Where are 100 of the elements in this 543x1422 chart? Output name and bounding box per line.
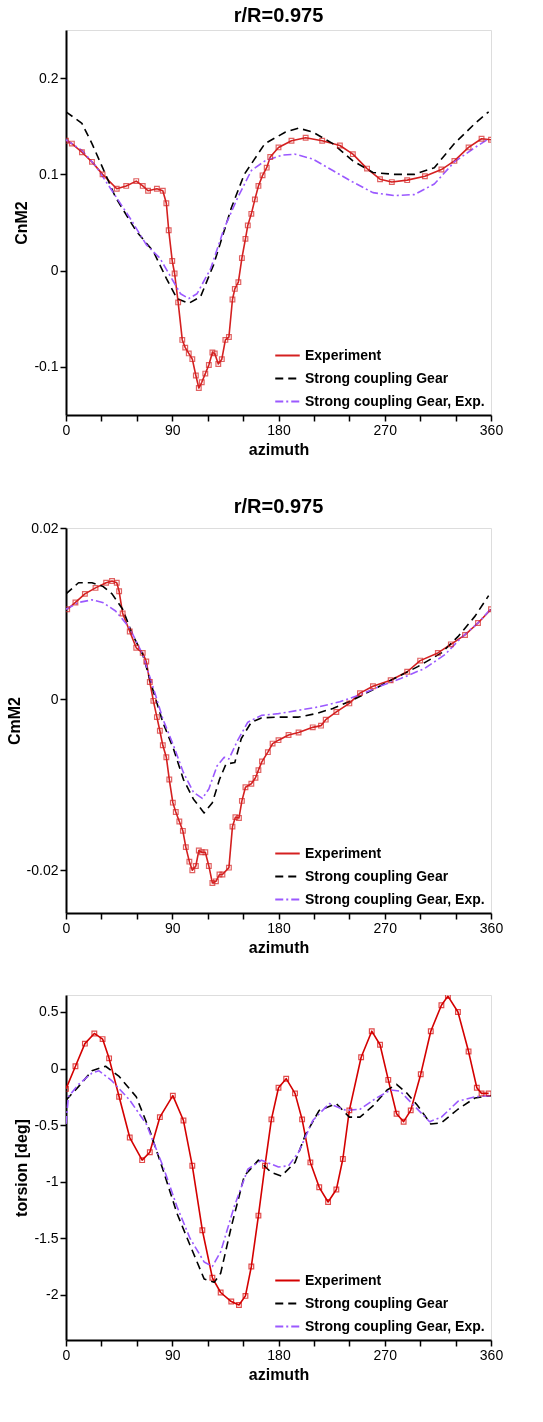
y-tick-label: -1 [46,1173,59,1190]
x-tick-label: 0 [62,1346,71,1363]
point [72,1063,79,1070]
point [268,1116,275,1123]
point [259,172,266,179]
x-tick-label: 180 [267,1346,291,1363]
point [248,210,255,217]
point [218,356,225,363]
legend-label: Strong coupling Gear, Exp. [305,890,485,907]
y-tick-label: -0.5 [34,1116,59,1133]
point [106,1055,113,1062]
point [400,1118,407,1125]
point [169,1092,176,1099]
point [478,135,485,142]
point [319,137,326,144]
legend-label: Experiment [305,844,382,861]
point [377,176,383,183]
point [417,1071,424,1078]
x-tick-label: 90 [164,1346,181,1363]
point [217,1289,224,1296]
point [139,182,146,189]
y-axis-title: CnM2 [13,201,31,245]
x-axis-title: azimuth [248,1365,310,1383]
point [438,1002,445,1009]
point [358,1054,365,1061]
legend-label: Strong coupling Gear, Exp. [305,392,485,409]
point [299,1116,306,1123]
point [146,1149,153,1156]
point [336,142,343,149]
point [126,1134,133,1141]
point [288,137,295,144]
point [364,165,370,172]
point [255,1212,262,1219]
point [248,1263,255,1270]
point [91,1030,98,1037]
point [242,1292,249,1299]
point [302,134,309,141]
point [163,200,170,207]
point [316,1184,323,1191]
point [292,1090,298,1097]
point [275,144,282,151]
point [368,1028,375,1035]
point [133,178,140,185]
point [238,255,245,262]
point [235,279,242,286]
point [231,285,238,292]
point [478,1090,485,1097]
point [229,296,236,303]
x-tick-label: 180 [267,421,291,438]
point [99,1036,106,1043]
point [171,270,178,277]
point [339,1156,346,1162]
point [267,154,274,160]
y-tick-label: 0 [50,690,59,707]
y-tick-label: 0.1 [39,165,59,182]
point [473,1084,480,1091]
point [307,1159,314,1166]
legend-label: Experiment [305,1271,382,1288]
y-tick-label: 0 [50,262,59,279]
point [205,362,212,368]
x-axis-title: azimuth [248,440,310,458]
point [385,1076,392,1083]
point [455,1009,461,1015]
point [189,356,196,363]
x-tick-label: 270 [373,919,398,936]
point [198,379,205,386]
y-tick-label: 0.02 [31,519,59,536]
point [404,177,411,184]
point [182,344,189,351]
point [179,336,186,343]
y-tick-label: 0.5 [39,1003,59,1020]
point [255,182,262,189]
point [438,166,445,173]
y-tick-label: -0.02 [26,861,59,878]
x-tick-label: 270 [373,1346,398,1363]
chart-title: r/R=0.975 [233,495,324,517]
point [283,1075,290,1082]
legend-label: Strong coupling Gear, Exp. [305,1317,485,1334]
y-tick-label: 0 [50,1060,59,1077]
chart-title: r/R=0.975 [233,4,324,26]
point [427,1028,434,1035]
legend-label: Strong coupling Gear [305,867,449,884]
point [116,1093,123,1100]
point [244,222,251,229]
x-tick-label: 0 [62,421,71,438]
point [209,1274,216,1281]
y-tick-label: -0.1 [34,358,59,375]
y-axis-title: CmM2 [5,696,23,746]
y-tick-label: 0.2 [39,69,59,86]
point [236,1301,242,1308]
point [68,140,75,147]
point [175,299,182,306]
point [349,151,356,158]
x-tick-label: 360 [479,421,504,438]
point [156,1114,163,1121]
point [159,187,166,194]
point [225,334,232,340]
point [242,235,249,242]
point [261,1162,268,1169]
point [153,185,160,192]
